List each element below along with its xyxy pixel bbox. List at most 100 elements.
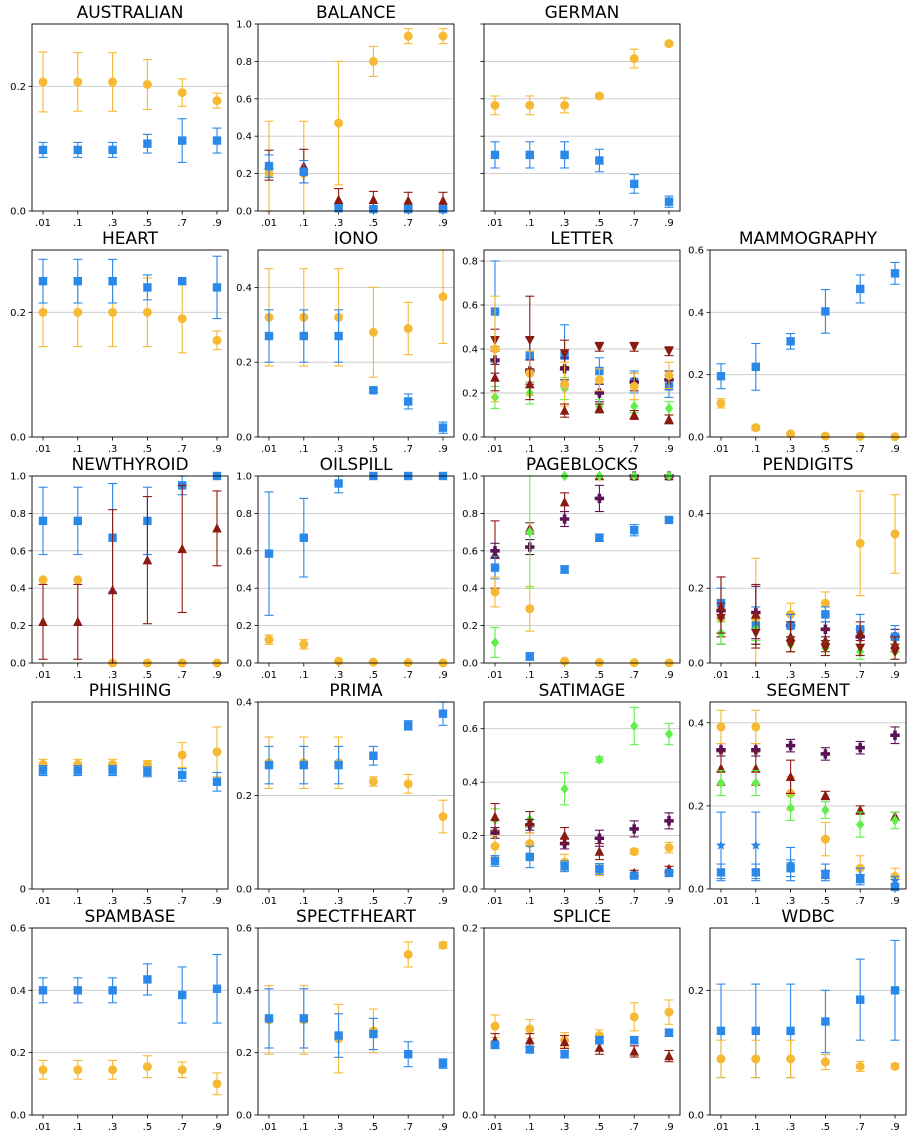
panel-frame: [483, 475, 681, 664]
plot-area: [484, 24, 680, 211]
series-1: [38, 255, 222, 320]
y-tick-label: 0.2: [10, 621, 26, 632]
data-point: [786, 864, 795, 873]
x-tick-label: .7: [629, 444, 639, 455]
y-tick-label: 0.2: [688, 801, 704, 812]
y-tick-label: 0.0: [236, 433, 252, 444]
data-point: [560, 150, 569, 160]
panel-frame: [31, 249, 229, 438]
data-point: [821, 870, 830, 879]
data-point: [368, 657, 378, 667]
y-tick-label: 0.4: [10, 986, 26, 997]
data-point: [142, 79, 152, 89]
data-point: [594, 657, 604, 667]
data-point: [594, 493, 605, 504]
data-point: [73, 307, 83, 317]
data-point: [629, 54, 639, 64]
x-tick-label: .7: [629, 218, 639, 229]
panel-title: NEWTHYROID: [71, 455, 188, 475]
data-point: [212, 984, 222, 993]
data-point: [890, 1061, 900, 1071]
y-tick-label: 0.2: [462, 924, 478, 935]
y-tick-label: 0.0: [688, 659, 704, 670]
panel-title: PHISHING: [89, 681, 172, 701]
panel-frame: [709, 927, 907, 1116]
data-point: [821, 307, 830, 316]
data-point: [595, 864, 604, 874]
x-tick-label: .5: [595, 218, 605, 229]
panel-oilspill: OILSPILL .01 .1 .3 .5 .7 .9 0.0 0.2 0.4 0.6 0.8 1.0: [236, 455, 455, 681]
data-point: [785, 771, 796, 781]
x-tick-label: .01: [713, 444, 729, 455]
panel-satimage: SATIMAGE .01 .1 .3 .5 .7 .9 0.0 0.2 0.4 0.6: [462, 681, 681, 907]
x-tick-label: .3: [786, 1122, 796, 1133]
data-point: [594, 846, 605, 856]
data-point: [38, 575, 48, 585]
data-point: [751, 628, 761, 639]
data-point: [438, 812, 448, 822]
series-2: [490, 1028, 674, 1059]
series-1: [716, 261, 900, 391]
data-point: [212, 747, 222, 757]
y-tick-label: 0.2: [10, 1048, 26, 1059]
data-point: [38, 986, 48, 995]
data-point: [560, 565, 569, 574]
y-tick-label: 0.6: [462, 301, 478, 312]
x-tick-label: .1: [751, 896, 761, 907]
data-point: [299, 639, 309, 649]
data-point: [716, 868, 726, 877]
data-point: [490, 1040, 500, 1050]
data-point: [334, 203, 343, 213]
panel-title: BALANCE: [316, 3, 396, 23]
data-point: [751, 1026, 760, 1036]
data-point: [629, 824, 639, 834]
x-tick-label: .1: [299, 670, 309, 681]
panel-frame: [257, 701, 455, 890]
x-tick-label: .01: [35, 218, 51, 229]
x-tick-label: .01: [35, 896, 51, 907]
x-tick-label: .01: [261, 444, 277, 455]
y-tick-label: 0.0: [236, 1111, 252, 1122]
data-point: [716, 1026, 726, 1036]
x-tick-label: .5: [821, 1122, 831, 1133]
x-tick-label: .3: [786, 896, 796, 907]
y-tick-label: 0.0: [462, 659, 478, 670]
data-point: [525, 1024, 535, 1034]
y-tick-label: 0.0: [462, 885, 478, 896]
x-tick-label: .01: [35, 444, 51, 455]
data-point: [525, 100, 535, 110]
x-tick-label: .7: [177, 444, 187, 455]
data-point: [594, 375, 604, 385]
data-point: [664, 370, 674, 380]
x-tick-label: .1: [299, 218, 309, 229]
panel-title: PAGEBLOCKS: [526, 455, 638, 475]
y-tick-label: 0.4: [236, 986, 252, 997]
data-point: [299, 760, 308, 770]
data-point: [212, 777, 222, 786]
x-tick-label: .1: [73, 218, 83, 229]
data-point: [334, 760, 343, 770]
plot-area: [32, 476, 228, 663]
data-point: [594, 388, 605, 398]
data-point: [560, 862, 569, 871]
data-point: [630, 1036, 639, 1045]
data-point: [751, 745, 761, 755]
y-tick-label: 0: [20, 885, 26, 896]
y-tick-label: 0.2: [236, 621, 252, 632]
x-tick-label: .9: [664, 218, 674, 229]
data-point: [333, 194, 344, 204]
y-tick-label: 0.2: [236, 169, 252, 180]
data-point: [786, 1026, 795, 1036]
data-point: [212, 1079, 222, 1089]
panel-letter: LETTER .01 .1 .3 .5 .7 .9 0.0 0.2 0.4 0.6 0.8: [462, 229, 681, 455]
x-tick-label: .7: [403, 1122, 413, 1133]
y-tick-label: 0.2: [462, 389, 478, 400]
data-point: [212, 283, 222, 292]
panel-spectfheart: SPECTFHEART .01 .1 .3 .5 .7 .9 0.0 0.2 0.4 0.6: [236, 907, 455, 1133]
data-point: [73, 766, 82, 775]
data-point: [630, 720, 639, 732]
data-point: [664, 1050, 674, 1061]
y-tick-label: 0.8: [236, 57, 252, 68]
panel-iono: IONO .01 .1 .3 .5 .7 .9 0.0 0.2 0.4: [236, 229, 455, 455]
data-point: [490, 856, 500, 866]
